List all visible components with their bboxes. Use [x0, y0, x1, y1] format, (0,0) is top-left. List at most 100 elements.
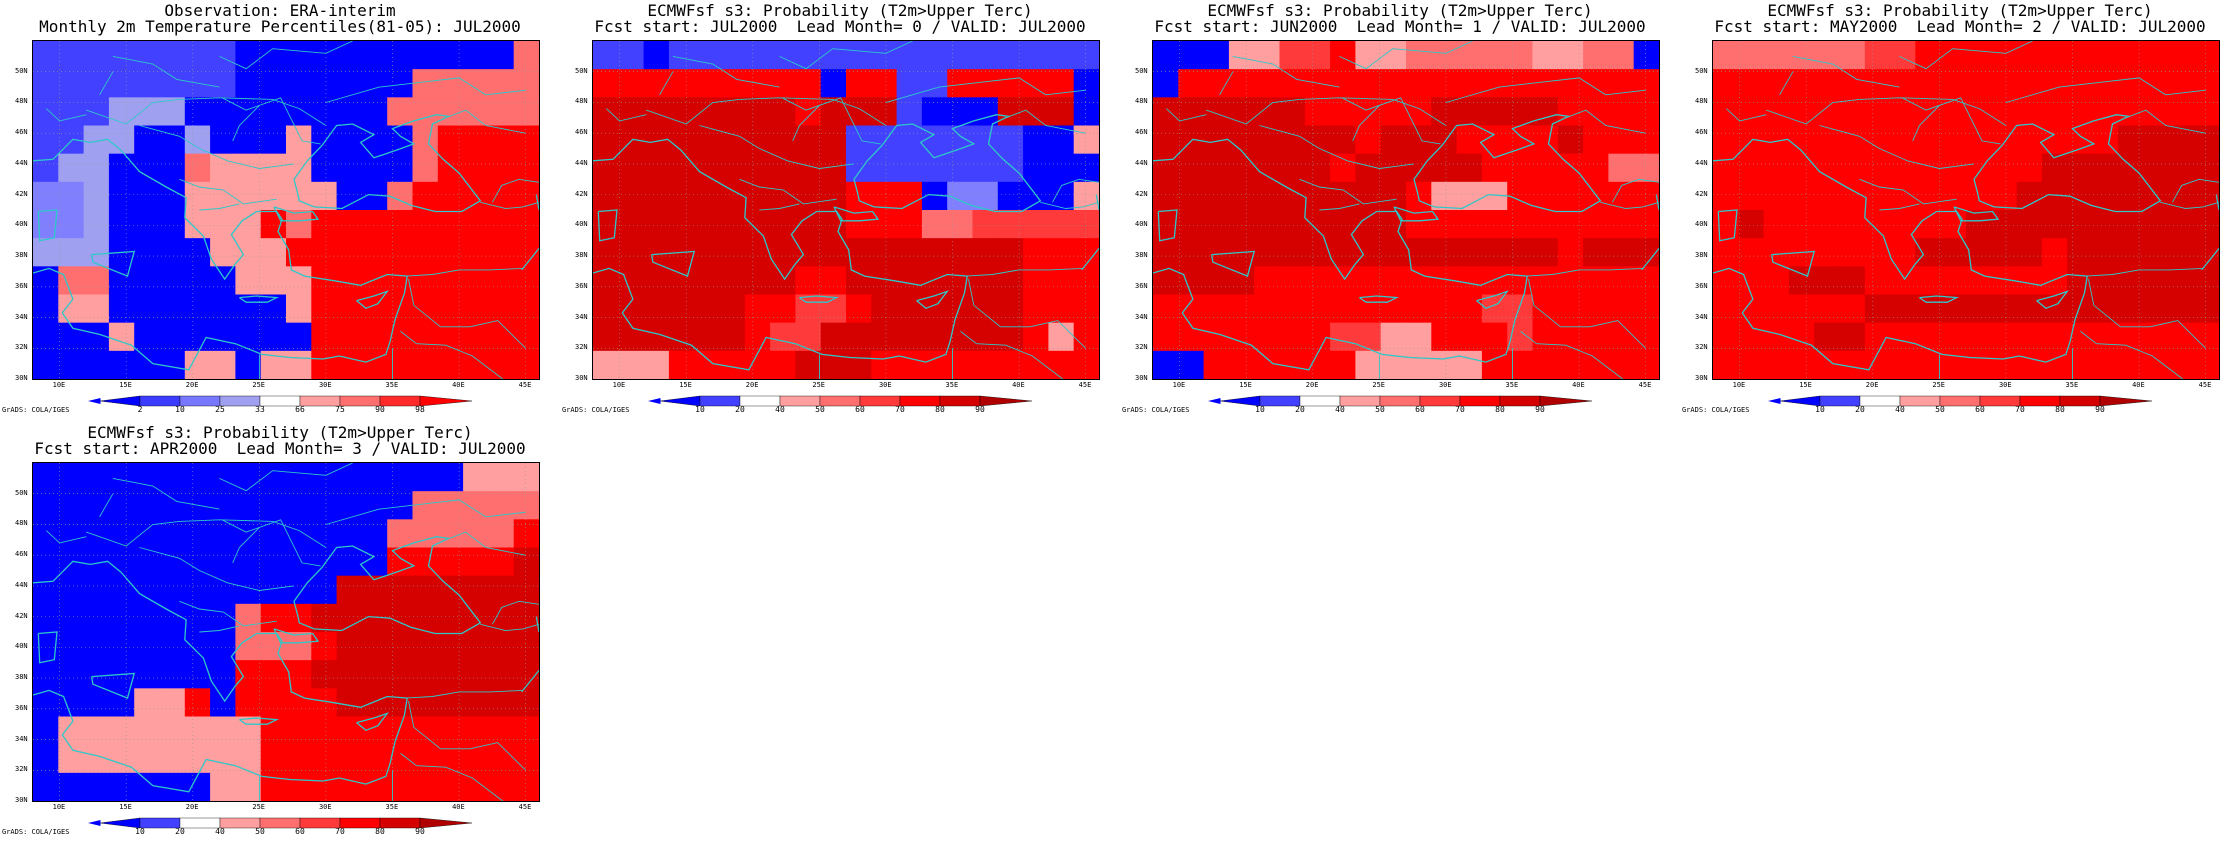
grid-cell: [1839, 41, 1866, 70]
map-panel: ECMWFsf s3: Probability (T2m>Upper Terc)…: [1120, 0, 1680, 422]
grid-cell: [437, 210, 464, 239]
lat-tick-label: 34N: [575, 312, 588, 321]
grid-cell: [260, 266, 287, 296]
colorbar-segment: [99, 395, 141, 407]
grid-cell: [513, 350, 539, 379]
colorbar: [88, 395, 473, 407]
grid-cell: [643, 294, 670, 324]
grid-cell: [260, 491, 287, 520]
grid-cell: [795, 41, 822, 70]
grid-cell: [1763, 266, 1790, 296]
colorbar-label: 33: [255, 405, 265, 414]
colorbar: [1208, 395, 1593, 407]
grid-cell: [2143, 97, 2169, 127]
colorbar-segment: [339, 817, 381, 829]
grid-cell: [1203, 266, 1230, 296]
lon-tick-label: 35E: [1505, 381, 1519, 389]
lat-tick-label: 30N: [15, 796, 28, 804]
grid-cell: [1355, 322, 1382, 352]
grid-cell: [83, 97, 110, 127]
grid-cell: [1738, 322, 1765, 352]
grid-cell: [361, 660, 388, 689]
grid-cell: [83, 266, 110, 296]
grid-cell: [770, 125, 796, 155]
colorbar-label: 98: [415, 405, 425, 414]
grid-cell: [1814, 210, 1841, 239]
grid-cell: [1228, 350, 1255, 379]
grid-cell: [820, 97, 847, 127]
lat-tick-label: 38N: [15, 251, 28, 260]
coastline: [521, 669, 539, 693]
grid-cell: [361, 463, 388, 492]
grid-cell: [1839, 69, 1866, 98]
coastlines: [33, 41, 539, 379]
grid-cell: [896, 350, 923, 379]
grid-cell: [58, 266, 85, 296]
grid-cell: [668, 266, 695, 296]
border-line: [2160, 201, 2219, 209]
grid-cell: [694, 350, 721, 379]
grid-cell: [1456, 153, 1483, 183]
grid-cell: [134, 294, 161, 324]
grid-cell: [1279, 41, 1306, 70]
border-line: [1040, 201, 1099, 209]
grid-cell: [2143, 181, 2169, 211]
grid-cell: [1178, 238, 1205, 267]
grid-cell: [184, 294, 211, 324]
grid-cell: [184, 125, 211, 155]
grid-cell: [2016, 181, 2043, 211]
grid-cell: [1864, 266, 1891, 296]
grid-cell: [387, 125, 414, 155]
grid-cell: [1788, 97, 1815, 127]
grid-cell: [1048, 210, 1075, 239]
grid-cell: [2041, 322, 2068, 352]
grid-cell: [1583, 238, 1609, 267]
grid-cell: [1839, 97, 1866, 127]
grid-cell: [387, 716, 414, 746]
grid-cell: [997, 69, 1024, 98]
lon-tick-label: 10E: [52, 803, 66, 811]
grads-credit: GrADS: COLA/IGES: [2, 406, 70, 414]
grid-cell: [108, 575, 135, 605]
border-line: [219, 463, 353, 492]
grid-cell: [896, 238, 923, 267]
lat-tick-label: 46N: [575, 128, 588, 137]
border-line: [179, 600, 277, 627]
grid-cell: [1279, 294, 1306, 324]
grid-cell: [1608, 238, 1635, 267]
grid-cell: [1890, 153, 1916, 183]
grid-cell: [1279, 153, 1306, 183]
grid-cell: [1330, 238, 1356, 267]
grid-cell: [921, 69, 948, 98]
border-line: [480, 201, 539, 209]
grid-cell: [1532, 238, 1559, 267]
grid-cell: [719, 69, 746, 98]
lat-tick-label: 36N: [15, 281, 28, 290]
grid-cell: [437, 41, 464, 70]
grid-cell: [83, 238, 110, 267]
grid-cell: [795, 69, 822, 98]
lon-tick-label: 45E: [2198, 381, 2212, 389]
grid-cell: [1406, 266, 1432, 296]
grid-cell: [260, 603, 287, 633]
colorbar-segment: [1899, 395, 1941, 407]
grid-cell: [437, 294, 464, 324]
grid-cell: [336, 744, 363, 774]
grid-cell: [437, 69, 464, 98]
colorbar-segment: [739, 395, 781, 407]
grid-cell: [770, 153, 796, 183]
grid-cell: [921, 294, 948, 324]
grid-cell: [1431, 41, 1458, 70]
grid-cell: [1254, 153, 1281, 183]
grid-cell: [134, 181, 161, 211]
grid-cell: [184, 575, 211, 605]
grid-cell: [2041, 210, 2068, 239]
coastline: [1359, 295, 1400, 303]
grid-cell: [235, 294, 262, 324]
grid-cell: [33, 322, 59, 352]
border-line: [1052, 178, 1099, 203]
grid-cell: [235, 463, 262, 492]
grid-cell: [1406, 69, 1432, 98]
grid-cell: [1203, 294, 1230, 324]
grid-cell: [1456, 322, 1483, 352]
